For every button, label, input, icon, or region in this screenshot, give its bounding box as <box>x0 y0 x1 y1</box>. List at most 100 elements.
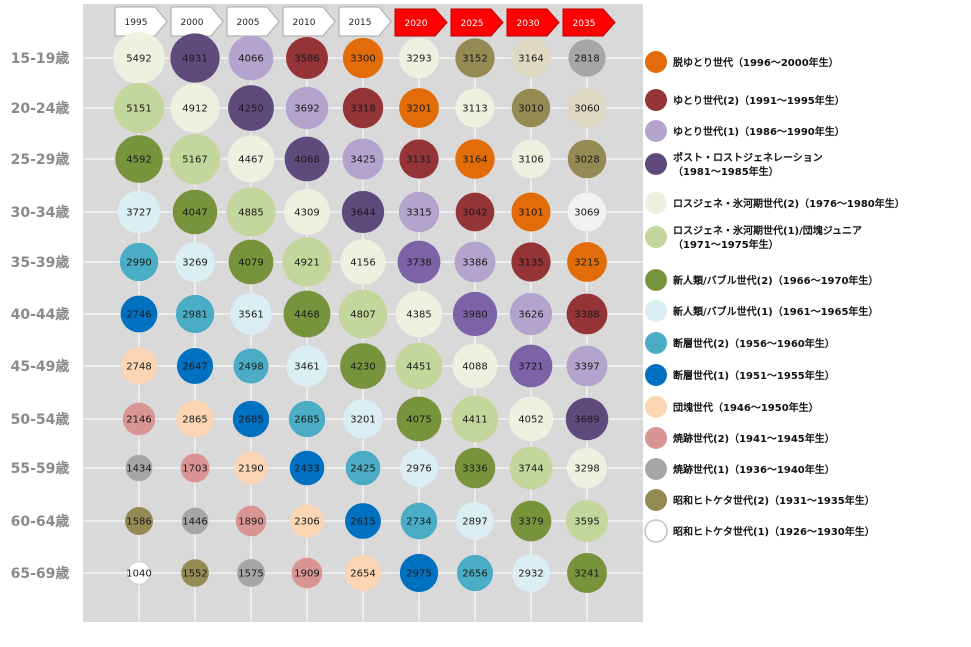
bubble: 3379 <box>510 500 552 542</box>
legend-label: ゆとり世代(1)（1986～1990年生） <box>673 125 845 138</box>
bubble-value-label: 3692 <box>294 104 319 115</box>
bubble-value-label: 4075 <box>406 415 431 426</box>
bubble: 2818 <box>568 39 606 77</box>
bubble-value-label: 3069 <box>574 208 599 219</box>
bubble: 3106 <box>511 139 551 179</box>
year-header-2000 <box>170 6 224 37</box>
bubble-circle <box>342 37 384 79</box>
bubble: 3388 <box>566 293 608 335</box>
bubble-value-label: 4068 <box>294 155 319 166</box>
bubble-circle <box>568 39 606 77</box>
bubble-value-label: 3336 <box>462 464 487 475</box>
bubble: 4250 <box>228 85 274 131</box>
legend-label-continued: （1981～1985年生） <box>673 165 779 178</box>
bubble-circle <box>170 33 220 83</box>
year-header-2035 <box>562 8 616 37</box>
bubble-circle <box>454 447 496 489</box>
bubble-value-label: 2976 <box>406 464 431 475</box>
bubble-value-label: 3644 <box>350 208 375 219</box>
bubble-circle <box>395 342 443 390</box>
year-header-2005 <box>226 6 280 37</box>
bubble-value-label: 2685 <box>294 415 319 426</box>
bubble: 4047 <box>172 189 218 235</box>
bubble-value-label: 2615 <box>350 517 375 528</box>
bubble-value-label: 3727 <box>126 208 151 219</box>
bubble: 3069 <box>567 192 607 232</box>
bubble: 3744 <box>509 446 553 490</box>
bubble-value-label: 5167 <box>182 155 207 166</box>
bubble-circle <box>125 507 153 535</box>
bubble-circle <box>228 85 274 131</box>
bubble: 3336 <box>454 447 496 489</box>
year-label: 2025 <box>461 19 484 29</box>
bubble: 2498 <box>233 348 269 384</box>
bubble: 2990 <box>119 242 159 282</box>
bubble-circle <box>511 88 551 128</box>
bubble-value-label: 1446 <box>182 517 207 528</box>
legend-item: 脱ゆとり世代（1996～2000年生） <box>645 51 839 73</box>
bubble-value-label: 3461 <box>294 362 319 373</box>
legend-label: 昭和ヒトケタ世代(2)（1931～1935年生） <box>673 494 875 507</box>
legend-label: 断層世代(2)（1956～1960年生） <box>673 337 835 350</box>
bubble: 3131 <box>399 139 439 179</box>
bubble: 3152 <box>455 38 495 78</box>
bubble-value-label: 5151 <box>126 104 151 115</box>
bubble-value-label: 2818 <box>574 54 599 65</box>
bubble-circle <box>226 187 276 237</box>
bubble-circle <box>395 290 443 338</box>
bubble-circle <box>291 557 323 589</box>
bubble: 3561 <box>230 293 272 335</box>
bubble-circle <box>117 190 161 234</box>
bubble-value-label: 3980 <box>462 310 487 321</box>
year-label: 2020 <box>405 19 428 29</box>
bubble-circle <box>344 554 382 592</box>
bubble-circle <box>399 139 439 179</box>
bubble-circle <box>565 397 609 441</box>
legend-item: 昭和ヒトケタ世代(1)（1926～1930年生） <box>644 519 875 543</box>
age-group-label: 55-59歳 <box>11 460 70 477</box>
bubble-circle <box>508 396 554 442</box>
legend-item: ロスジェネ・氷河期世代(2)（1976～1980年生） <box>645 192 905 214</box>
bubble-circle <box>566 447 608 489</box>
bubble-circle <box>451 395 499 443</box>
bubble: 5167 <box>169 133 221 185</box>
bubble-circle <box>398 37 440 79</box>
bubble-circle <box>455 139 495 179</box>
bubble: 2425 <box>345 450 381 486</box>
bubble-value-label: 3269 <box>182 258 207 269</box>
legend-swatch <box>645 396 667 418</box>
bubble-value-label: 1909 <box>294 569 319 580</box>
bubble: 3980 <box>452 291 498 337</box>
bubble-value-label: 3215 <box>574 258 599 269</box>
legend-item: 昭和ヒトケタ世代(2)（1931～1935年生） <box>645 489 875 511</box>
bubble: 3318 <box>342 87 384 129</box>
bubble: 1703 <box>180 453 210 483</box>
bubble: 2647 <box>176 347 214 385</box>
bubble: 2433 <box>289 450 325 486</box>
bubble-value-label: 3586 <box>294 54 319 65</box>
age-group-label: 65-69歳 <box>11 565 70 582</box>
bubble-value-label: 2425 <box>350 464 375 475</box>
bubble-value-label: 4156 <box>350 258 375 269</box>
bubble-value-label: 3293 <box>406 54 431 65</box>
bubble-circle <box>230 293 272 335</box>
bubble: 2656 <box>456 554 494 592</box>
bubble-value-label: 3744 <box>518 464 543 475</box>
bubble: 1575 <box>237 559 265 587</box>
bubble-circle <box>345 503 381 539</box>
bubble-value-label: 3298 <box>574 464 599 475</box>
legend-swatch <box>645 226 667 248</box>
bubble-value-label: 3060 <box>574 104 599 115</box>
bubble-circle <box>228 35 274 81</box>
year-label: 1995 <box>125 18 148 28</box>
bubble: 3386 <box>454 241 496 283</box>
age-group-label: 40-44歳 <box>11 306 70 323</box>
bubble-value-label: 4912 <box>182 104 207 115</box>
bubble: 3692 <box>285 86 329 130</box>
legend-item: 団塊世代（1946～1950年生） <box>645 396 819 418</box>
bubble: 4052 <box>508 396 554 442</box>
legend-swatch <box>645 153 667 175</box>
bubble-value-label: 4451 <box>406 362 431 373</box>
bubble-value-label: 3626 <box>518 310 543 321</box>
legend-swatch <box>645 89 667 111</box>
